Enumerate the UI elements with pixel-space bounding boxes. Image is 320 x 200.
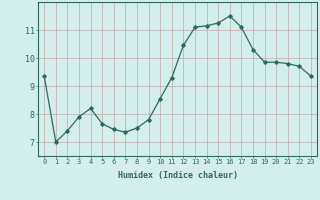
X-axis label: Humidex (Indice chaleur): Humidex (Indice chaleur): [118, 171, 238, 180]
